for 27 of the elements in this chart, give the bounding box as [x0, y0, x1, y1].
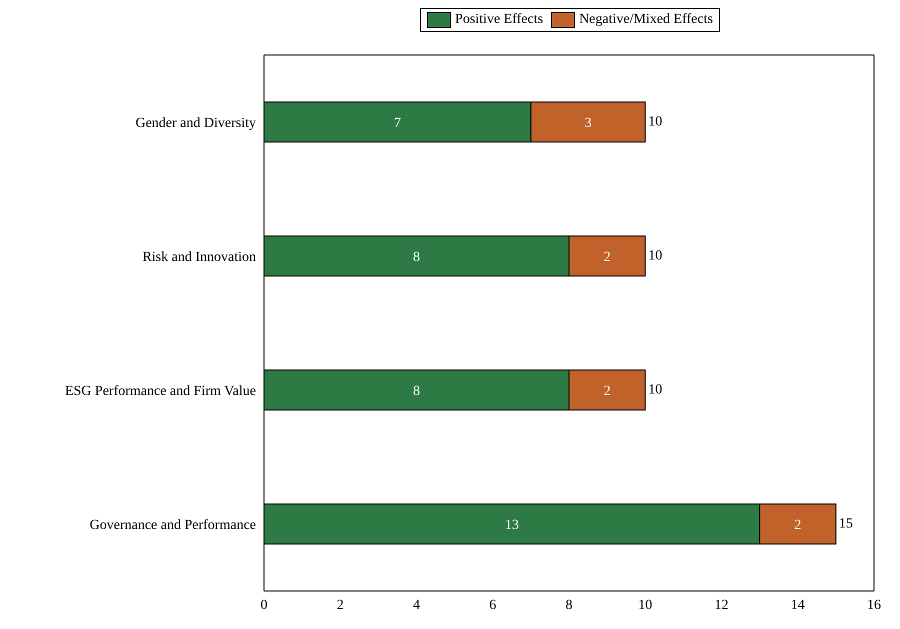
y-tick-label: Gender and Diversity	[135, 116, 256, 131]
data-label: 2	[604, 250, 611, 265]
data-label: 2	[604, 384, 611, 399]
data-label: 2	[794, 518, 802, 533]
data-label: 3	[584, 116, 592, 131]
total-label: 10	[648, 114, 662, 130]
data-label: 7	[394, 116, 401, 131]
data-label: 8	[413, 384, 420, 399]
y-tick-label: Governance and Performance	[90, 518, 256, 533]
x-tick-label: 14	[790, 598, 805, 613]
legend-label: Positive Effects	[454, 12, 544, 28]
x-tick-label: 0	[260, 598, 268, 613]
y-tick-label: Risk and Innovation	[142, 250, 256, 265]
x-tick-label: 6	[489, 598, 496, 613]
data-label: 13	[504, 518, 519, 533]
y-tick-label: ESG Performance and Firm Value	[64, 384, 256, 399]
total-label: 10	[648, 248, 662, 264]
total-label: 10	[648, 382, 662, 398]
x-tick-label: 8	[566, 598, 572, 613]
legend-label: Negative/Mixed Effects	[578, 12, 713, 28]
total-label: 15	[838, 516, 853, 532]
x-tick-label: 2	[336, 598, 344, 613]
x-tick-label: 12	[714, 598, 728, 613]
x-tick-label: 16	[867, 598, 881, 613]
x-tick-label: 4	[413, 598, 420, 613]
data-label: 8	[413, 250, 420, 265]
x-tick-label: 10	[638, 598, 652, 613]
